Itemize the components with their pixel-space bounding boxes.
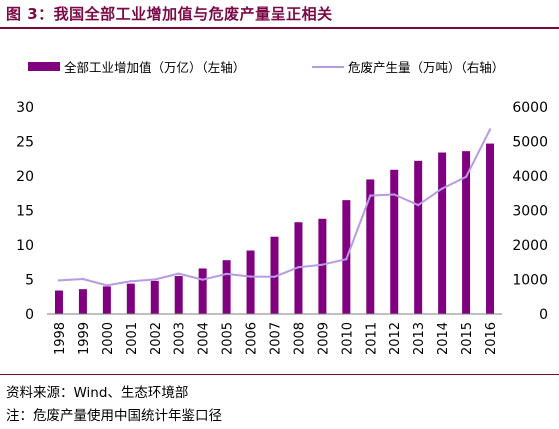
y-left-tick-label: 5 [25, 273, 34, 289]
x-tick-label: 2003 [173, 322, 188, 355]
line-point [249, 275, 252, 278]
line-point [297, 265, 300, 269]
y-right-tick-label: 4000 [512, 169, 548, 185]
x-tick-label: 2000 [101, 322, 116, 355]
chart: 全部工业增加值（万亿）（左轴） 危废产生量（万吨）（右轴） 0 5 10 15 20 25 30… [16, 60, 548, 355]
x-tick-label: 2015 [460, 322, 475, 355]
line-point [321, 263, 324, 266]
bar [78, 289, 87, 314]
bar [270, 236, 279, 314]
footnote: 注：危废产量使用中国统计年鉴口径 [6, 408, 222, 424]
line-point [201, 278, 204, 281]
line-point [345, 258, 348, 261]
y-left-tick-label: 15 [16, 204, 34, 220]
line-point [393, 193, 396, 196]
bar [222, 260, 231, 314]
line-point [177, 272, 180, 275]
line-point [225, 272, 228, 276]
x-tick-label: 2001 [125, 322, 140, 355]
bar [54, 290, 63, 314]
line-point [464, 175, 468, 179]
bar [198, 268, 207, 314]
y-left-tick-label: 20 [16, 169, 34, 185]
line-point [440, 187, 444, 190]
x-tick-label: 1998 [53, 322, 68, 355]
line-point [273, 275, 276, 278]
legend-swatch-bars [28, 62, 60, 71]
y-right-tick-label: 2000 [512, 238, 548, 254]
bar [126, 283, 135, 314]
x-tick-label: 2011 [364, 322, 379, 355]
x-tick-label: 2010 [340, 322, 355, 355]
x-tick-label: 2012 [388, 322, 403, 355]
line-point [81, 277, 85, 281]
y-right-tick-label: 1000 [512, 273, 548, 289]
y-right-tick-label: 5000 [512, 135, 548, 151]
x-tick-label: 2004 [197, 322, 212, 355]
bar [438, 152, 447, 314]
y-left-tick-label: 0 [25, 307, 34, 323]
y-left-tick-label: 30 [16, 100, 34, 116]
line-point [153, 278, 156, 281]
bar [390, 169, 399, 314]
source-note: 资料来源：Wind、生态环境部 [6, 385, 189, 401]
x-tick-label: 2009 [316, 322, 331, 355]
bar [318, 218, 327, 314]
y-right-tick-label: 3000 [512, 204, 548, 220]
line-point [416, 203, 420, 207]
title-divider [0, 27, 559, 29]
y-right-tick-label: 0 [539, 307, 548, 323]
bar [486, 143, 495, 314]
bottom-divider [0, 374, 559, 375]
x-tick-label: 1999 [77, 322, 92, 355]
y-left-tick-label: 25 [16, 135, 34, 151]
bar [174, 276, 183, 314]
y-right-tick-label: 6000 [512, 100, 548, 116]
bar [414, 160, 423, 314]
line-point [105, 284, 109, 287]
x-tick-label: 2006 [245, 322, 260, 355]
figure-title: 图 3：我国全部工业增加值与危废产量呈正相关 [6, 5, 333, 23]
line-point [57, 279, 61, 282]
legend-label-line: 危废产生量（万吨）（右轴） [348, 60, 504, 75]
bar [150, 280, 159, 314]
x-tick-label: 2002 [149, 322, 164, 355]
x-tick-label: 2007 [269, 322, 284, 355]
bar [102, 286, 111, 314]
line-point [369, 194, 372, 197]
x-tick-label: 2016 [484, 322, 499, 355]
x-tick-label: 2014 [436, 322, 451, 355]
x-tick-label: 2008 [292, 322, 307, 355]
legend-label-bars: 全部工业增加值（万亿）（左轴） [64, 60, 245, 75]
bar [366, 179, 375, 314]
bar [246, 250, 255, 314]
line-point [488, 128, 492, 131]
x-tick-label: 2005 [221, 322, 236, 355]
bar [462, 151, 471, 314]
line-point [129, 279, 133, 283]
x-tick-label: 2013 [412, 322, 427, 355]
y-left-tick-label: 10 [16, 238, 34, 254]
